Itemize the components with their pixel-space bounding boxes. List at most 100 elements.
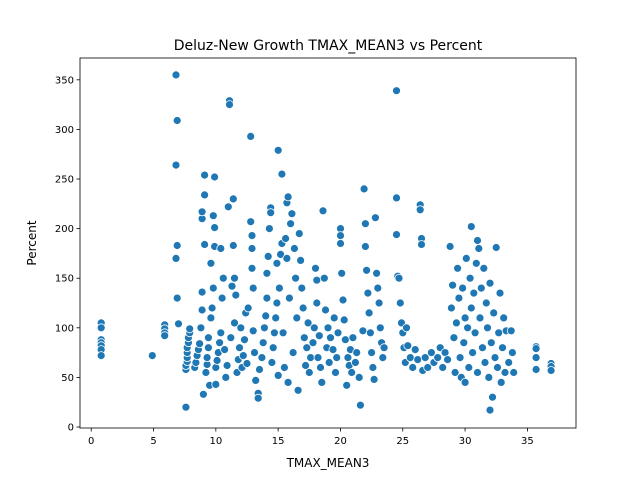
data-point xyxy=(253,393,263,403)
data-point xyxy=(172,293,182,303)
data-point xyxy=(284,293,294,303)
data-point xyxy=(479,263,489,273)
data-point xyxy=(96,323,106,333)
data-point xyxy=(220,345,230,355)
x-tick-label: 25 xyxy=(396,436,409,447)
data-point xyxy=(228,194,238,204)
data-point xyxy=(459,338,469,348)
data-point xyxy=(466,303,476,313)
data-point xyxy=(480,358,490,367)
data-point xyxy=(469,288,479,298)
data-point xyxy=(546,366,556,375)
data-point xyxy=(478,343,487,353)
x-tick-label: 35 xyxy=(521,436,534,447)
data-points xyxy=(96,70,556,415)
data-point xyxy=(352,348,362,358)
data-point xyxy=(358,326,368,336)
data-point xyxy=(481,298,491,308)
data-point xyxy=(257,353,267,363)
data-point xyxy=(230,318,239,328)
data-point xyxy=(490,353,500,363)
data-point xyxy=(259,323,269,333)
data-point xyxy=(460,377,470,387)
data-point xyxy=(379,343,389,353)
data-point xyxy=(292,313,302,323)
data-point xyxy=(211,379,221,389)
y-tick-label: 150 xyxy=(55,274,74,285)
x-tick-label: 5 xyxy=(150,436,156,447)
data-point xyxy=(96,351,106,361)
data-point xyxy=(531,344,541,354)
data-point xyxy=(313,353,323,363)
data-point xyxy=(312,275,322,285)
data-point xyxy=(303,318,313,328)
x-tick-label: 0 xyxy=(88,436,94,447)
data-point xyxy=(273,145,283,155)
data-point xyxy=(342,380,352,390)
data-point xyxy=(235,343,244,353)
data-point xyxy=(171,70,181,80)
data-point xyxy=(339,315,349,325)
data-point xyxy=(210,172,220,182)
data-point xyxy=(308,338,318,348)
data-point xyxy=(464,363,474,372)
data-point xyxy=(364,308,374,318)
data-point xyxy=(355,400,365,410)
data-point xyxy=(228,241,238,250)
data-point xyxy=(255,365,264,374)
data-point xyxy=(453,263,463,273)
data-point xyxy=(172,116,182,125)
data-point xyxy=(443,355,453,365)
data-point xyxy=(445,242,455,251)
data-point xyxy=(317,377,327,387)
data-point xyxy=(504,358,514,367)
data-point xyxy=(272,298,282,308)
data-point xyxy=(338,295,348,305)
data-point xyxy=(174,319,183,329)
data-point xyxy=(296,255,306,265)
chart-title: Deluz-New Growth TMAX_MEAN3 vs Percent xyxy=(174,38,483,54)
data-point xyxy=(197,207,207,217)
data-point xyxy=(221,372,231,382)
y-tick-label: 200 xyxy=(55,224,74,235)
data-point xyxy=(488,392,497,402)
data-point xyxy=(333,328,343,338)
data-point xyxy=(171,253,181,263)
data-point xyxy=(360,242,370,251)
data-point xyxy=(287,209,297,219)
data-point xyxy=(200,170,210,180)
x-tick-label: 20 xyxy=(334,436,347,447)
data-point xyxy=(508,348,517,358)
data-point xyxy=(458,283,468,293)
data-point xyxy=(198,389,208,399)
data-point xyxy=(318,206,328,216)
data-point xyxy=(172,241,182,250)
data-point xyxy=(269,328,279,338)
data-point xyxy=(197,305,207,315)
data-point xyxy=(413,355,423,365)
data-point xyxy=(261,311,271,321)
data-point xyxy=(343,353,353,363)
data-point xyxy=(473,368,482,377)
data-point xyxy=(223,202,233,212)
data-point xyxy=(247,231,257,241)
data-point xyxy=(306,353,316,363)
data-point xyxy=(494,328,504,338)
data-point xyxy=(485,278,495,288)
data-point xyxy=(369,374,379,384)
data-point xyxy=(304,368,314,377)
data-point xyxy=(207,303,217,313)
data-point xyxy=(293,385,303,395)
data-point xyxy=(493,363,502,372)
data-point xyxy=(475,313,485,323)
data-point xyxy=(433,353,443,363)
data-point xyxy=(337,268,347,278)
x-axis: 0 5 10 15 20 25 30 35 xyxy=(88,428,534,447)
data-point xyxy=(466,222,476,232)
data-point xyxy=(354,372,364,382)
data-point xyxy=(243,303,253,313)
data-point xyxy=(375,323,385,333)
data-point xyxy=(531,353,541,363)
data-point xyxy=(218,273,228,283)
